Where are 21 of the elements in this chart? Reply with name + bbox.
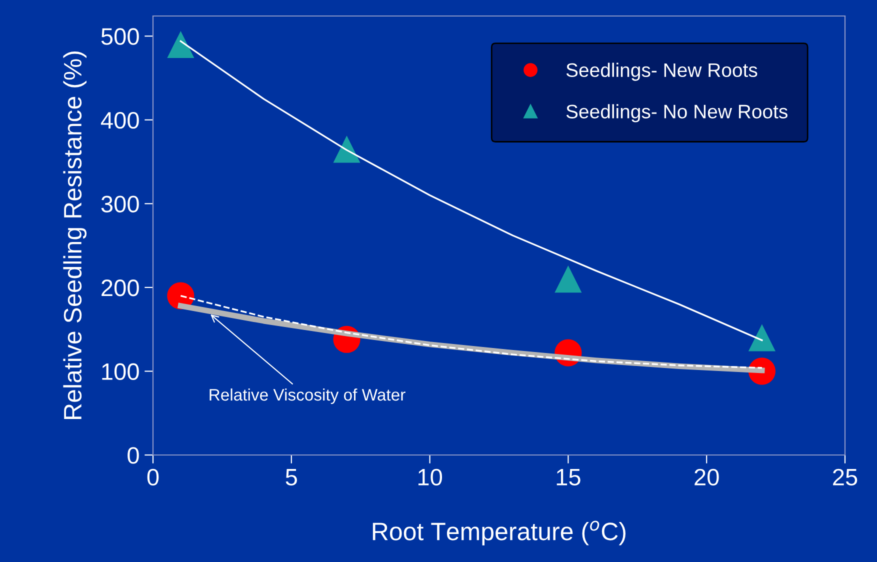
- x-tick-label: 5: [286, 469, 297, 486]
- y-tick-label: 500: [101, 28, 139, 45]
- y-tick-label: 100: [102, 363, 139, 380]
- y-tick-label: 0: [128, 447, 139, 464]
- legend-label: Seedlings- New Roots: [566, 62, 758, 81]
- point: [554, 266, 582, 293]
- y-tick-label: 200: [102, 280, 139, 296]
- point: [748, 324, 776, 352]
- x-tick-label: 15: [556, 469, 580, 486]
- point: [333, 136, 360, 163]
- y-tick-label: 400: [100, 112, 139, 129]
- point: [167, 30, 194, 58]
- x-tick-label: 0: [147, 468, 159, 486]
- y-tick-label: 300: [101, 196, 139, 212]
- x-axis-title: Root Temperature ($^{o}$C): [372, 520, 626, 546]
- x-tick-label: 20: [694, 468, 719, 486]
- y-axis-title: Relative Seedling Resistance (%): [63, 52, 87, 419]
- x-tick-label: 10: [418, 468, 442, 486]
- annotation: Relative Viscosity of Water: [210, 388, 406, 404]
- x-tick-label: 25: [833, 468, 858, 486]
- legend-label: Seedlings- No New Roots: [566, 104, 788, 122]
